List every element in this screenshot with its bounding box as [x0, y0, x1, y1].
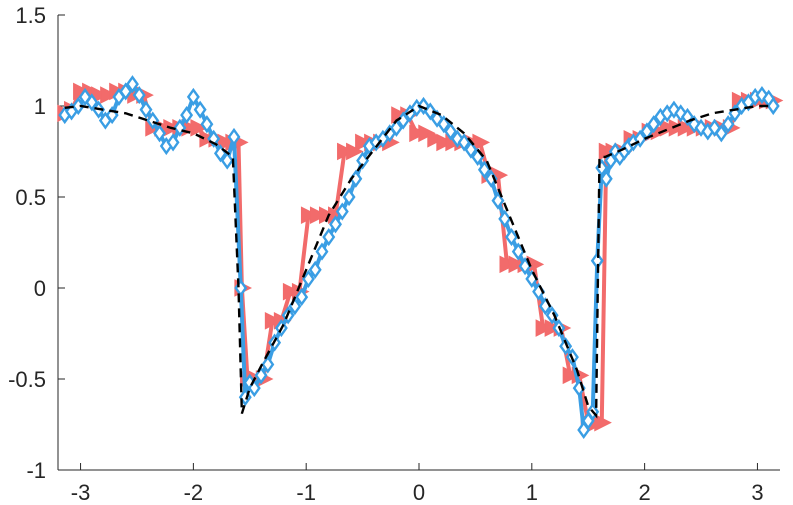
triangle-marker — [436, 133, 454, 152]
diamond-marker — [125, 75, 139, 94]
triangle-marker — [535, 319, 554, 337]
diamond-marker — [714, 124, 728, 143]
y-tick-label: 0 — [34, 276, 46, 301]
diamond-marker — [119, 82, 133, 101]
diamond-marker — [599, 169, 613, 188]
diamond-marker — [491, 191, 505, 210]
triangle-marker — [346, 142, 364, 161]
diamond-marker — [166, 133, 180, 152]
x-tick-label: -1 — [296, 480, 316, 505]
diamond-marker — [261, 355, 275, 374]
x-tick-label: -2 — [184, 480, 204, 505]
diamond-marker — [71, 96, 85, 116]
triangle-marker — [100, 86, 118, 104]
diamond-marker — [132, 86, 146, 105]
triangle-marker — [190, 119, 209, 137]
triangle-marker — [337, 142, 355, 161]
y-tick-label: -1 — [26, 458, 46, 483]
x-tick-label: 2 — [639, 480, 651, 505]
triangle-marker — [427, 129, 445, 148]
series-layer — [57, 75, 784, 440]
series-0 — [64, 104, 774, 419]
diamond-marker — [315, 242, 329, 261]
diamond-marker — [153, 124, 167, 143]
diamond-marker — [295, 288, 309, 307]
diamond-marker — [308, 260, 322, 279]
diamond-marker — [505, 227, 518, 247]
y-tick-label: 1.5 — [15, 3, 46, 28]
diamond-marker — [200, 115, 214, 134]
diamond-marker — [180, 106, 194, 125]
diamond-marker — [301, 269, 315, 288]
series-1 — [57, 82, 784, 432]
diamond-marker — [464, 140, 478, 159]
x-tick-label: 1 — [526, 480, 538, 505]
triangle-marker — [264, 311, 283, 330]
diamond-marker — [220, 151, 234, 170]
diamond-marker — [85, 93, 99, 112]
series-line — [64, 104, 774, 419]
y-tick-label: 1 — [34, 94, 46, 119]
triangle-marker — [499, 255, 518, 274]
diamond-marker — [227, 127, 241, 147]
diamond-marker — [437, 115, 451, 134]
triangle-marker — [418, 124, 436, 143]
diamond-marker — [335, 202, 349, 221]
diamond-marker — [511, 242, 525, 261]
axes — [57, 14, 780, 471]
diamond-marker — [721, 115, 735, 134]
x-tick-label: 0 — [413, 480, 425, 505]
triangle-marker — [594, 413, 612, 432]
diamond-marker — [444, 122, 458, 141]
diamond-marker — [329, 215, 342, 234]
triangle-marker — [409, 124, 427, 143]
diamond-marker — [477, 160, 491, 179]
triangle-marker — [508, 255, 527, 274]
x-tick-label: 3 — [751, 480, 763, 505]
diamond-marker — [498, 209, 512, 228]
diamond-marker — [193, 100, 207, 119]
triangle-marker — [300, 206, 319, 225]
diamond-marker — [139, 100, 153, 119]
triangle-marker — [309, 206, 328, 225]
triangle-marker — [282, 282, 301, 301]
y-tick-label: 0.5 — [15, 185, 46, 210]
diamond-marker — [559, 337, 573, 356]
diamond-marker — [647, 115, 661, 134]
y-tick-label: -0.5 — [8, 367, 46, 392]
diamond-marker — [457, 133, 471, 152]
x-tick-label: -3 — [71, 480, 91, 505]
diamond-marker — [342, 187, 356, 207]
diamond-marker — [186, 87, 200, 106]
tick-labels: -3 -2 -1 0 1 2 3 -1 -0.5 0 0.5 1 1.5 — [8, 3, 763, 505]
triangle-marker — [562, 366, 581, 385]
diamond-marker — [766, 96, 780, 116]
triangle-marker — [668, 119, 687, 137]
diamond-marker — [389, 118, 403, 137]
diamond-marker — [322, 227, 336, 247]
diamond-marker — [423, 102, 437, 121]
